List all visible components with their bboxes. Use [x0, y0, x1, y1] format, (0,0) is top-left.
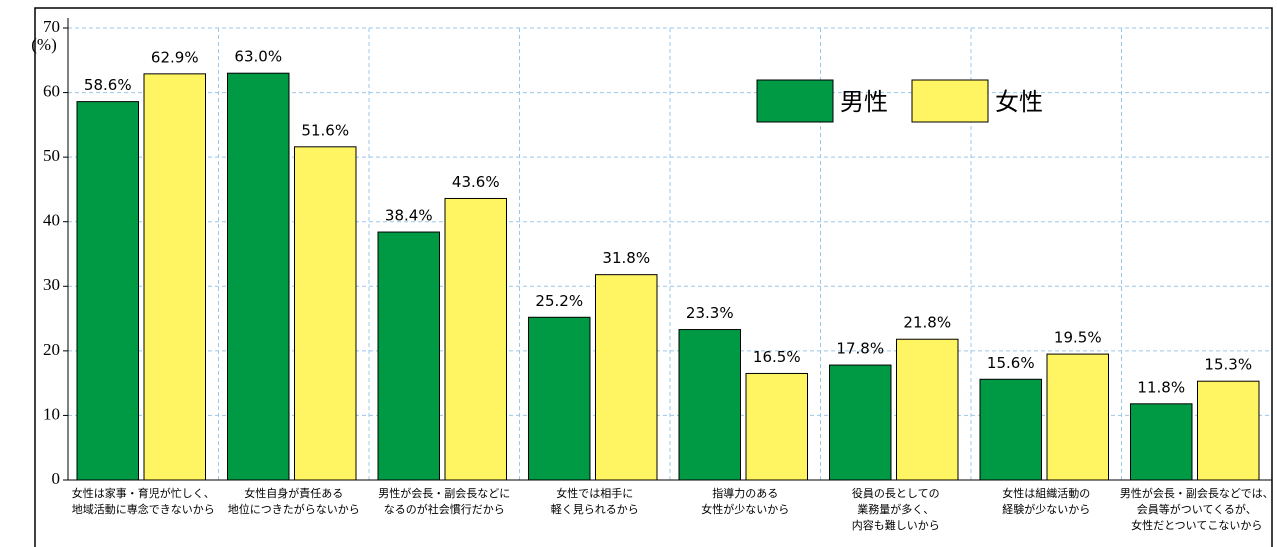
value-label: 51.6% [301, 121, 349, 139]
bar [143, 73, 206, 481]
x-tick-label: 役員の長としての [852, 486, 940, 500]
legend-swatch [756, 79, 834, 123]
value-label: 43.6% [452, 173, 500, 191]
x-tick-label: 地域活動に専念できないから [72, 502, 215, 516]
bar [829, 364, 892, 481]
bar [76, 101, 139, 481]
y-tick-label: 50 [43, 146, 60, 165]
bar [979, 378, 1042, 481]
x-tick-label: 女性は組織活動の [1002, 486, 1090, 500]
x-tick-label: 女性では相手に [556, 486, 633, 500]
y-unit: (%) [31, 35, 56, 54]
x-tick-label: なるのが社会慣行だから [384, 502, 505, 516]
value-label: 25.2% [535, 292, 583, 310]
value-label: 16.5% [753, 348, 801, 366]
x-tick-label: 経験が少ないから [1002, 502, 1090, 516]
value-label: 19.5% [1054, 329, 1102, 347]
legend-swatch [911, 79, 989, 123]
bar [896, 338, 959, 481]
value-label: 63.0% [234, 48, 282, 66]
y-tick-label: 10 [43, 404, 60, 423]
value-label: 17.8% [836, 340, 884, 358]
x-tick-label: 女性は家事・育児が忙しく、 [72, 486, 215, 500]
x-tick-label: 会員等がついてくるが、 [1137, 502, 1257, 516]
bar [294, 146, 357, 481]
value-label: 11.8% [1137, 378, 1185, 396]
value-label: 38.4% [385, 207, 433, 225]
bar [377, 231, 440, 481]
x-tick-label: 女性が少ないから [701, 502, 789, 516]
value-label: 23.3% [686, 304, 734, 322]
y-tick-label: 40 [43, 211, 60, 230]
x-tick-label: 指導力のある [712, 486, 778, 500]
bar [678, 329, 741, 481]
x-tick-label: 内容も難しいから [852, 518, 940, 532]
x-tick-label: 男性が会長・副会長などでは、 [1120, 486, 1274, 500]
y-tick-label: 60 [43, 81, 60, 100]
value-label: 31.8% [602, 249, 650, 267]
bar [745, 372, 808, 481]
bar [1197, 380, 1260, 481]
y-tick-label: 30 [43, 275, 60, 294]
x-tick-label: 女性自身が責任ある [244, 486, 343, 500]
value-label: 15.6% [987, 354, 1035, 372]
x-tick-label: 女性だとついてこないから [1131, 518, 1262, 532]
x-tick-label: 軽く見られるから [551, 503, 639, 516]
bar [1130, 403, 1193, 481]
value-label: 15.3% [1204, 356, 1252, 374]
y-tick-label: 0 [52, 469, 61, 488]
frame [34, 7, 1273, 547]
bar [227, 72, 290, 481]
x-tick-label: 業務量が多く、 [857, 502, 934, 516]
y-tick-label: 70 [43, 17, 60, 36]
bar [444, 197, 507, 481]
y-tick-label: 20 [43, 340, 60, 359]
legend-label: 男性 [840, 88, 888, 116]
bar [528, 316, 591, 481]
x-tick-label: 地位につきたがらないから [228, 502, 360, 516]
value-label: 62.9% [151, 48, 199, 66]
legend-label: 女性 [995, 88, 1043, 116]
value-label: 21.8% [903, 314, 951, 332]
bar [1046, 353, 1109, 481]
value-label: 58.6% [84, 76, 132, 94]
bar [595, 274, 658, 481]
x-tick-label: 男性が会長・副会長などに [378, 486, 510, 500]
